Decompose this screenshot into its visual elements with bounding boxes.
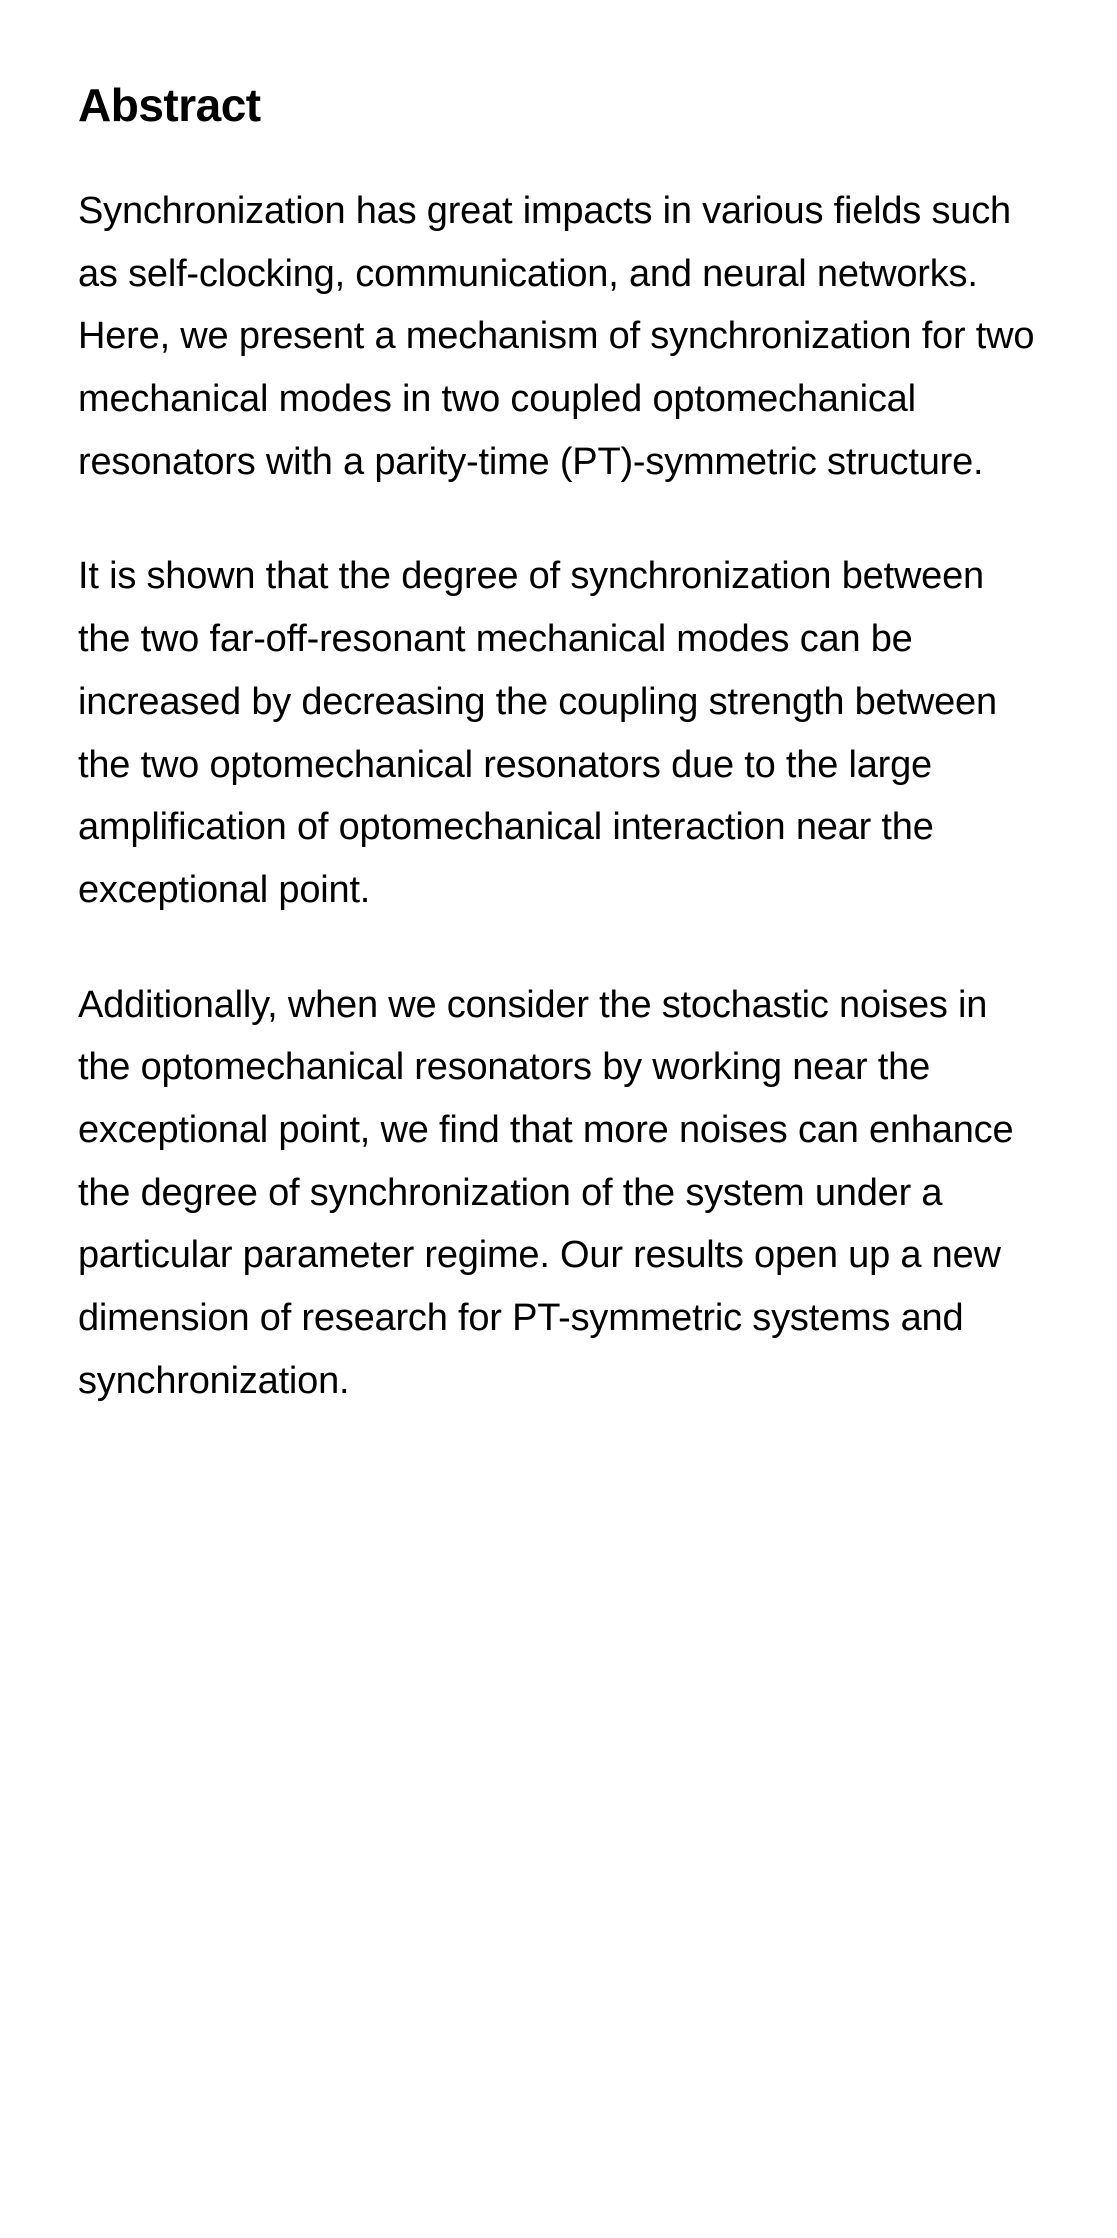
- abstract-paragraph: Synchronization has great impacts in var…: [78, 180, 1037, 493]
- abstract-paragraph: Additionally, when we consider the stoch…: [78, 974, 1037, 1413]
- abstract-heading: Abstract: [78, 78, 1037, 132]
- abstract-paragraph: It is shown that the degree of synchroni…: [78, 545, 1037, 921]
